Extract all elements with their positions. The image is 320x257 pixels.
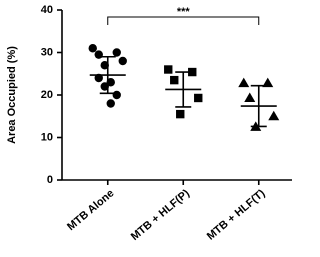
point <box>268 110 280 121</box>
point <box>118 56 127 66</box>
point <box>170 75 179 85</box>
y-tick-label: 20 <box>41 89 53 101</box>
point <box>176 109 185 119</box>
x-tick-label: MTB + HLF(P) <box>129 187 192 243</box>
point <box>194 93 203 103</box>
point <box>238 77 250 88</box>
significance-label: *** <box>177 6 191 18</box>
y-tick-label: 40 <box>41 4 53 16</box>
point <box>94 50 103 59</box>
point <box>244 92 256 102</box>
point <box>88 44 97 53</box>
point <box>112 48 121 57</box>
point <box>188 67 197 77</box>
significance-bracket <box>107 16 260 25</box>
point <box>100 82 109 91</box>
chart: Area Occupied (%) 0 10 20 30 40 MTB Alone MTB … <box>6 4 292 243</box>
point <box>164 65 173 74</box>
point <box>262 77 274 88</box>
point <box>100 61 109 70</box>
y-tick-label: 10 <box>41 131 53 143</box>
x-tick-label: MTB + HLF(T) <box>205 187 268 243</box>
point <box>106 78 115 87</box>
x-tick-label: MTB Alone <box>65 187 116 233</box>
point <box>112 90 121 100</box>
y-tick-label: 0 <box>47 174 53 186</box>
point <box>94 73 103 83</box>
y-axis-label: Area Occupied (%) <box>6 46 18 144</box>
y-tick-label: 30 <box>41 46 53 58</box>
point <box>106 99 115 108</box>
